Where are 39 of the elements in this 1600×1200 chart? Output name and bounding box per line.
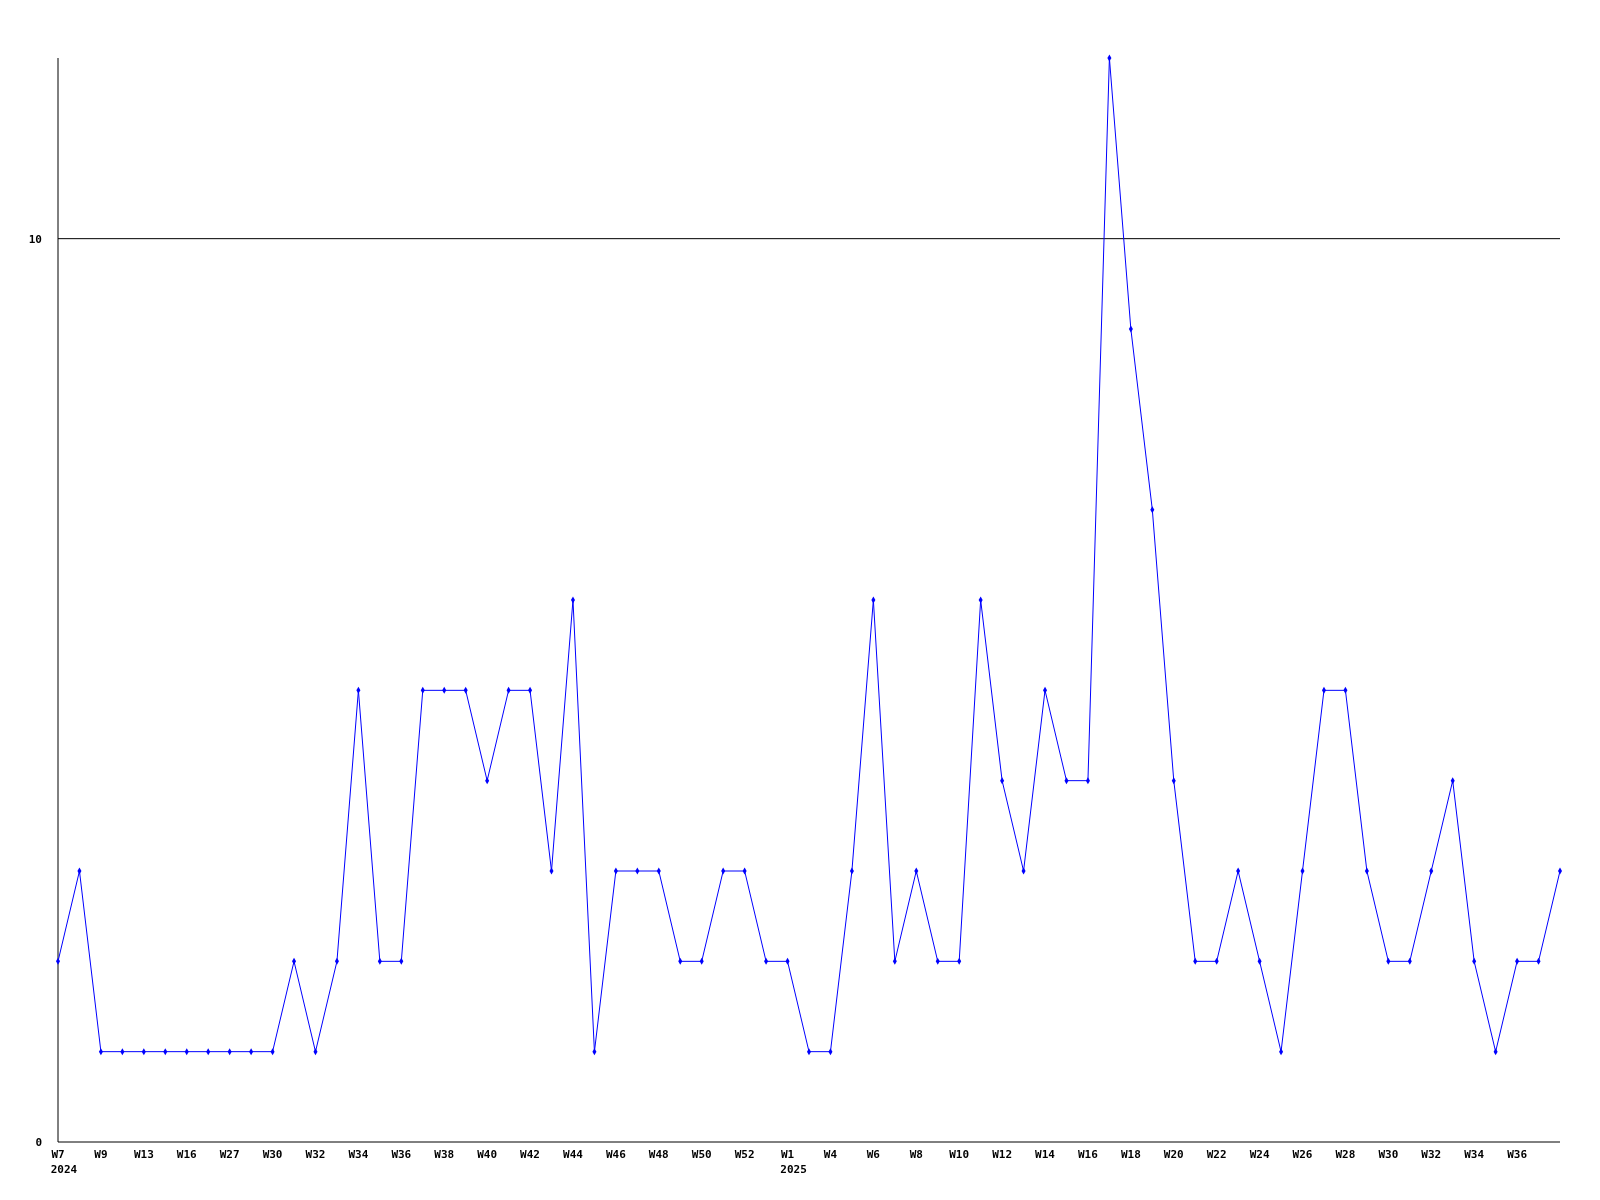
x-tick-label: W22 bbox=[1206, 1148, 1227, 1161]
x-tick-label: W16 bbox=[176, 1148, 198, 1161]
x-tick-label: W34 bbox=[1464, 1148, 1485, 1161]
x-tick-label: W48 bbox=[648, 1148, 669, 1161]
x-tick-label: W16 bbox=[1078, 1148, 1099, 1161]
x-tick-label: W30 bbox=[1378, 1148, 1399, 1161]
x-tick-label: W36 bbox=[1507, 1148, 1528, 1161]
x-tick-label: W12 bbox=[992, 1148, 1013, 1161]
x-tick-label: W1 bbox=[780, 1148, 795, 1161]
x-tick-label: W36 bbox=[391, 1148, 412, 1161]
x-tick-label: W32 bbox=[1421, 1148, 1442, 1161]
x-tick-label: W14 bbox=[1035, 1148, 1056, 1161]
x-tick-label: W50 bbox=[691, 1148, 712, 1161]
x-tick-label: W27 bbox=[219, 1148, 240, 1161]
x-tick-label: W34 bbox=[348, 1148, 369, 1161]
x-tick-label: W7 bbox=[51, 1148, 65, 1161]
x-tick-label: W10 bbox=[949, 1148, 970, 1161]
x-tick-label: W4 bbox=[823, 1148, 838, 1161]
x-tick-label: W32 bbox=[305, 1148, 326, 1161]
x-tick-label: W38 bbox=[434, 1148, 455, 1161]
x-tick-label: W26 bbox=[1292, 1148, 1313, 1161]
x-tick-label: W40 bbox=[477, 1148, 498, 1161]
x-tick-label: W42 bbox=[520, 1148, 540, 1161]
x-tick-label: W8 bbox=[909, 1148, 923, 1161]
x-tick-label: W24 bbox=[1249, 1148, 1270, 1161]
x-tick-label: W30 bbox=[262, 1148, 283, 1161]
x-tick-label: W46 bbox=[605, 1148, 627, 1161]
x-tick-label: W20 bbox=[1163, 1148, 1184, 1161]
text: 2025 bbox=[780, 1163, 807, 1176]
x-tick-label: W9 bbox=[94, 1148, 108, 1161]
x-tick-label: W18 bbox=[1120, 1148, 1141, 1161]
x-tick-label: W6 bbox=[866, 1148, 881, 1161]
x-tick-label: W44 bbox=[563, 1148, 584, 1161]
x-tick-label: W13 bbox=[133, 1148, 154, 1161]
text: 2024 bbox=[50, 1163, 78, 1176]
x-tick-label: W28 bbox=[1335, 1148, 1356, 1161]
y-tick-label: 0 bbox=[35, 1135, 42, 1149]
y-tick-label: 10 bbox=[28, 232, 42, 246]
x-tick-label: W52 bbox=[734, 1148, 755, 1161]
